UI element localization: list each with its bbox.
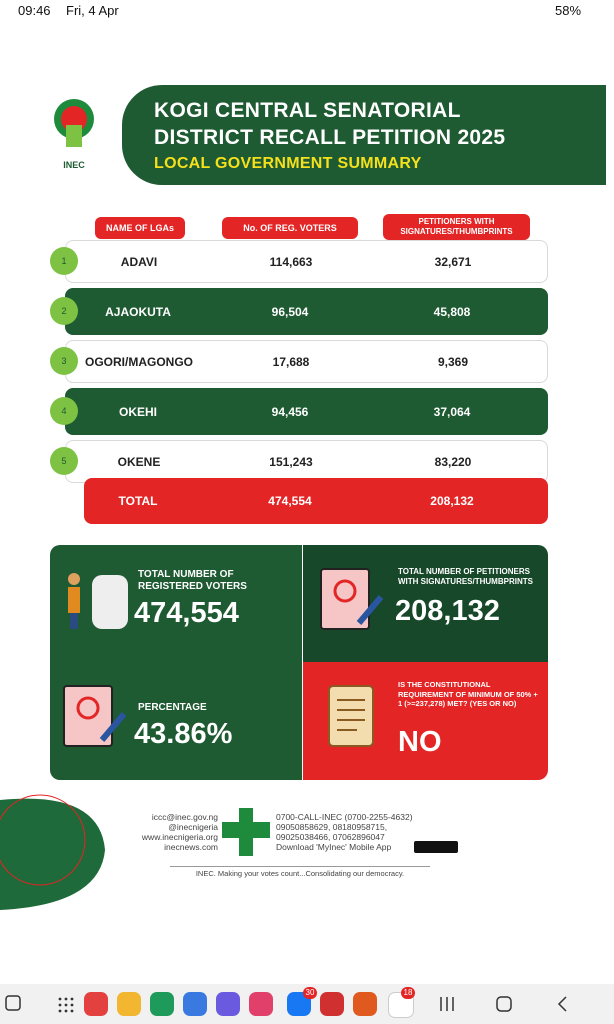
row-number: 4 [50,397,78,425]
reg-voters: 17,688 [272,354,310,369]
table-row: ADAVI 114,663 32,671 [65,240,548,283]
contact: iccc@inec.gov.ng [151,812,218,822]
inec-logo: INEC [50,95,98,180]
row-number: 5 [50,447,78,475]
header-banner: KOGI CENTRAL SENATORIAL DISTRICT RECALL … [122,85,606,185]
app-icon[interactable] [388,992,414,1018]
contact: @inecnigeria [168,822,218,832]
card-requirement: IS THE CONSTITUTIONAL REQUIREMENT OF MIN… [303,662,548,780]
petition-icon [320,568,384,630]
card-value: 43.86% [134,718,233,750]
total-row: TOTAL 474,554 208,132 [84,478,548,524]
subtitle: LOCAL GOVERNMENT SUMMARY [154,155,422,172]
table-row: OKEHI 94,456 37,064 [65,388,548,435]
social-cross [222,808,270,856]
card-value: 474,554 [134,597,239,629]
footer-phones: 0700-CALL-INEC (0700-2255-4632) 09050858… [276,812,436,852]
row-number: 2 [50,297,78,325]
card-percentage: PERCENTAGE 43.86% [50,662,302,780]
column-header: No. OF REG. VOTERS [222,217,358,239]
card-petitioners: TOTAL NUMBER OF PETITIONERS WITH SIGNATU… [303,545,548,662]
column-header: NAME OF LGAs [95,217,185,239]
app-icon[interactable] [150,992,174,1016]
table-row: OGORI/MAGONGO 17,688 9,369 [65,340,548,383]
phone: 0700-CALL-INEC (0700-2255-4632) [276,812,413,822]
reg-voters: 94,456 [271,404,309,419]
phone: 09050858629, 08180958715, [276,822,388,832]
app-icon[interactable] [183,992,207,1016]
store-badge [414,841,458,853]
petitioners: 45,808 [433,304,471,319]
petition-icon [63,685,127,747]
row-number: 3 [50,347,78,375]
total-petitioners: 208,132 [430,494,474,508]
total-label: TOTAL [118,494,158,508]
app-icon[interactable] [320,992,344,1016]
nav-buttons [5,995,567,1013]
badge: 18 [401,987,415,999]
card-label: TOTAL NUMBER OF REGISTERED VOTERS [138,569,247,592]
petitioners: 32,671 [434,254,472,269]
badge: 30 [303,987,317,999]
lga-name: AJAOKUTA [105,304,171,319]
scroll-icon [328,685,374,747]
logo-text: INEC [63,160,85,170]
reg-voters: 114,663 [269,254,313,269]
lga-name: OKENE [117,454,161,469]
app-icon[interactable] [249,992,273,1016]
lga-name: OKEHI [118,404,158,419]
contact: inecnews.com [164,842,218,852]
battery: 58% [555,3,582,18]
reg-voters: 151,243 [269,454,313,469]
contact: www.inecnigeria.org [141,832,218,842]
date: Fri, 4 Apr [66,3,119,18]
lga-name: ADAVI [120,254,158,269]
title-line1: KOGI CENTRAL SENATORIAL [154,99,461,122]
row-number: 1 [50,247,78,275]
card-registered: TOTAL NUMBER OF REGISTERED VOTERS 474,55… [50,545,302,662]
app-icon[interactable] [117,992,141,1016]
card-value: 208,132 [395,595,500,627]
petitioners: 9,369 [437,354,469,369]
phone: 09025038466, 07062896047 [276,832,385,842]
decor-swoosh [0,794,105,910]
lga-name: OGORI/MAGONGO [85,354,193,369]
column-header: PETITIONERS WITH SIGNATURES/THUMBPRINTS [383,214,530,240]
app-icon[interactable] [353,992,377,1016]
logo-emblem [54,99,94,147]
title-line2: DISTRICT RECALL PETITION 2025 [154,126,506,149]
app-icon[interactable] [216,992,240,1016]
footer-tagline: INEC. Making your votes count...Consolid… [170,866,430,879]
status-bar: 09:46 Fri, 4 Apr 58% [0,0,614,22]
table-row: OKENE 151,243 83,220 [65,440,548,483]
voter-icon [68,573,128,629]
card-label: TOTAL NUMBER OF PETITIONERS WITH SIGNATU… [398,567,533,586]
card-label: IS THE CONSTITUTIONAL REQUIREMENT OF MIN… [398,680,538,708]
card-label: PERCENTAGE [138,702,207,713]
petitioners: 83,220 [434,454,472,469]
app-icon[interactable] [84,992,108,1016]
phone: Download 'MyInec' Mobile App [276,842,392,852]
time: 09:46 [18,3,51,18]
reg-voters: 96,504 [271,304,309,319]
total-voters: 474,554 [268,494,312,508]
footer-contacts: iccc@inec.gov.ng @inecnigeria www.inecni… [120,812,218,852]
nav-bar: 30 18 [0,984,614,1024]
table-row: AJAOKUTA 96,504 45,808 [65,288,548,335]
petitioners: 37,064 [433,404,471,419]
card-value: NO [398,726,442,758]
